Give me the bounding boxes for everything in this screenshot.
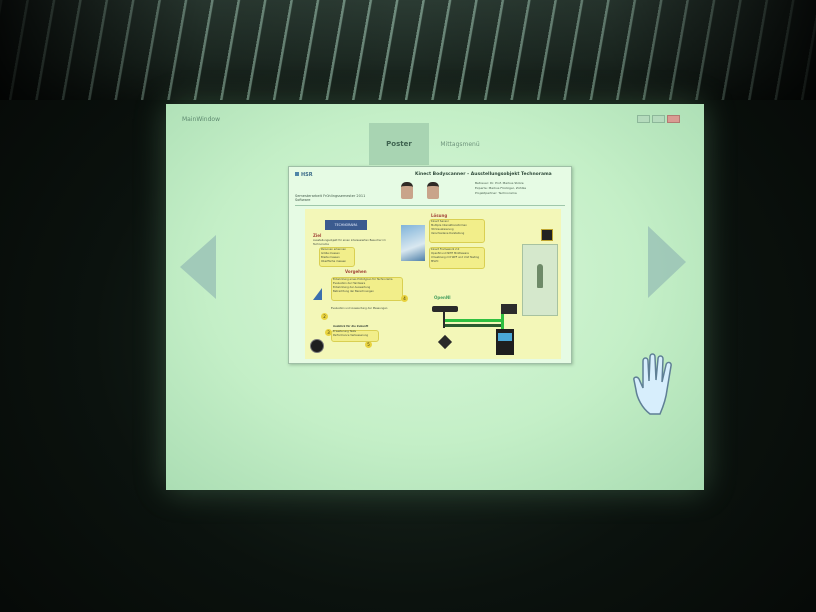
hand-cursor-icon[interactable]	[632, 352, 684, 416]
loesung-heading: Lösung	[431, 213, 448, 218]
author-photos	[401, 182, 439, 199]
poster-divider	[295, 205, 565, 206]
author-photo	[401, 182, 413, 199]
computer-icon	[501, 304, 517, 314]
window-controls	[637, 115, 680, 123]
technorama-logo: TECHNORAMA	[325, 220, 367, 230]
vorgehen-list: Entwicklung eines Prototypen für Technor…	[333, 278, 393, 293]
step-number-badge: 2	[321, 313, 328, 320]
technologien-bubble	[429, 247, 485, 269]
cable-line	[501, 313, 504, 331]
ziel-bullets: Personen erkennen Größe messen Breite me…	[321, 248, 347, 263]
poster-logo: HSR	[295, 172, 313, 178]
cable-line	[445, 319, 501, 322]
loesung-bubble	[429, 219, 485, 243]
ausblick-bubble	[331, 330, 379, 342]
step-number-badge: 5	[365, 341, 372, 348]
person-silhouette-icon	[537, 264, 543, 288]
openni-label: OpenNI	[434, 295, 451, 300]
ziel-text: Ausstellungsobjekt für einen interessier…	[313, 239, 386, 246]
window-titlebar: MainWindow	[180, 114, 680, 124]
cable-line	[445, 324, 501, 327]
gpu-logo-icon	[498, 333, 512, 341]
poster-subtitle: Semesterarbeit Frühlingssemester 2011 So…	[295, 194, 366, 202]
ausblick-heading: Ausblick für die Zukunft	[333, 325, 369, 328]
vorgehen-bubble	[331, 277, 403, 301]
poster-content: TECHNORAMA Ziel Ausstellungsobjekt für e…	[305, 209, 561, 359]
maximize-button[interactable]	[652, 115, 665, 123]
ziel-heading: Ziel	[313, 233, 322, 238]
disc-graphic-icon	[310, 339, 324, 353]
vorgehen-heading: Vorgehen	[345, 269, 367, 274]
step-number-badge: 4	[401, 295, 408, 302]
step-number-badge: 3	[325, 329, 332, 336]
loesung-list: Kinect Sensor Multiple Interaktionsforme…	[431, 220, 467, 235]
window-title: MainWindow	[182, 115, 220, 123]
ausblick-list: Erweiterung Tests Performance Verbesseru…	[333, 330, 369, 337]
tab-mittagsmenue[interactable]: Mittagsmenü	[440, 140, 480, 148]
evaluation-text: Evaluation und Auswertung der Messungen	[331, 307, 388, 310]
author-photo	[427, 182, 439, 199]
minimize-button[interactable]	[637, 115, 650, 123]
triangle-graphic-icon	[313, 288, 322, 300]
kinect-sensor-icon	[432, 306, 458, 312]
ceiling-shade	[0, 0, 816, 100]
poster: HSR Semesterarbeit Frühlingssemester 201…	[288, 166, 572, 364]
tab-poster[interactable]: Poster	[369, 123, 429, 165]
ziel-bubble	[319, 247, 355, 267]
tripod-icon	[443, 312, 445, 328]
logo-square-icon	[295, 172, 299, 176]
projector-icon	[437, 334, 453, 350]
left-arrow-icon[interactable]	[180, 235, 216, 299]
close-button[interactable]	[667, 115, 680, 123]
right-arrow-icon[interactable]	[648, 226, 686, 298]
poster-title: Kinect Bodyscanner – Ausstellungsobjekt …	[415, 172, 552, 177]
sensor-gadget-icon	[541, 229, 553, 241]
poster-meta: Betreuer: Dr. Prof. Markus Stolze Expert…	[475, 181, 527, 195]
technologien-list: Kinect Framework 2.0 OpenNI und NITE Mid…	[431, 248, 480, 263]
visitor-photo	[401, 225, 425, 261]
